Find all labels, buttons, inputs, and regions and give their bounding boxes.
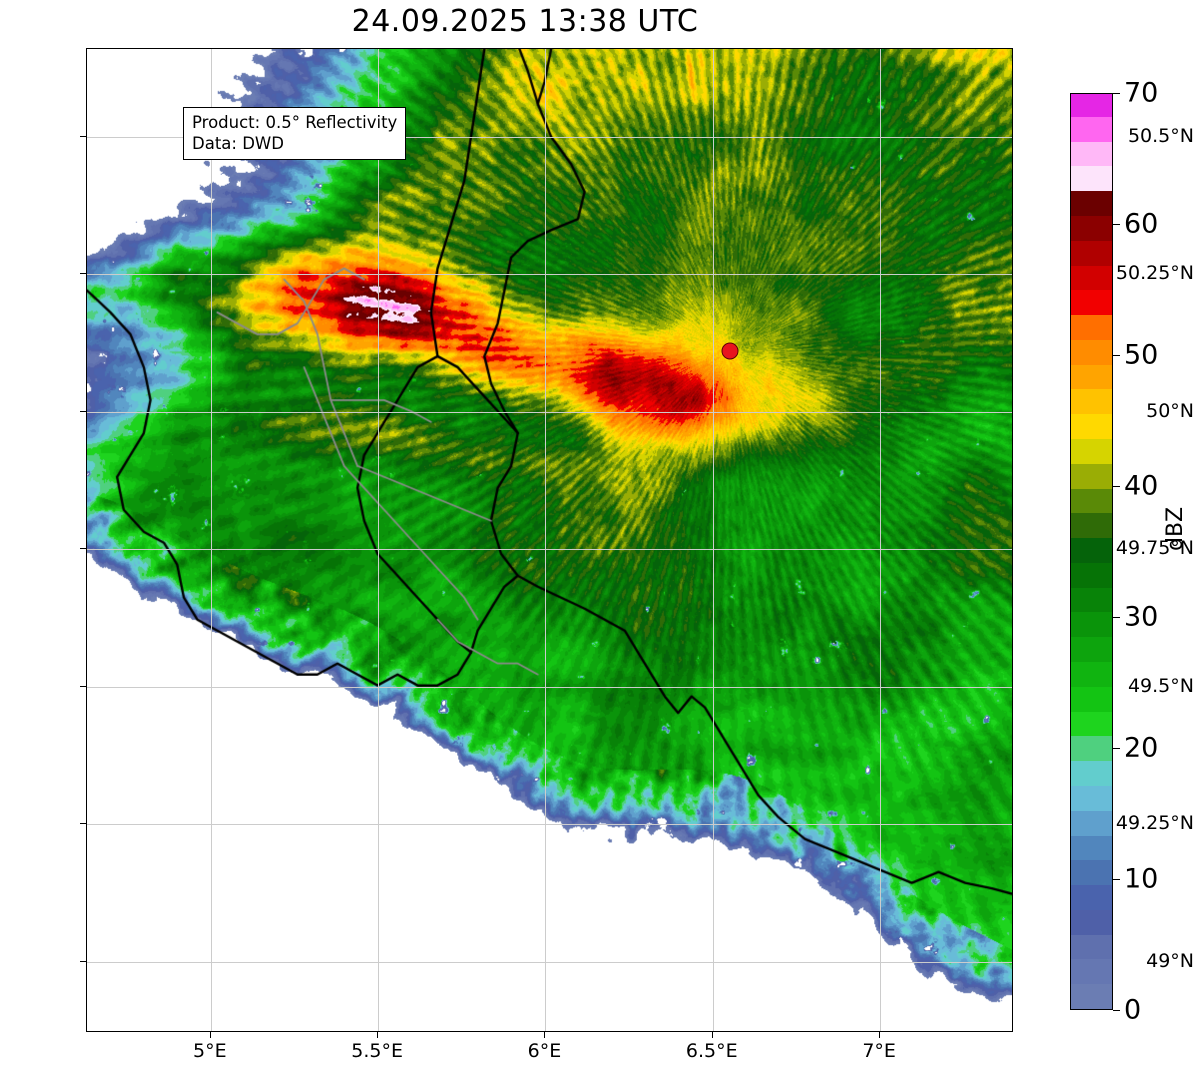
product-info-box: Product: 0.5° Reflectivity Data: DWD	[183, 107, 407, 161]
y-tick-mark	[80, 960, 86, 962]
colorbar	[1070, 93, 1113, 1010]
y-tick-label: 50.25°N	[1115, 262, 1194, 285]
colorbar-band	[1071, 413, 1112, 439]
colorbar-band	[1071, 760, 1112, 786]
colorbar-band	[1071, 165, 1112, 192]
gridline-vertical	[378, 49, 380, 1031]
gridline-horizontal	[87, 686, 1012, 688]
radar-plot-area[interactable]: Product: 0.5° Reflectivity Data: DWD	[86, 48, 1013, 1032]
colorbar-tick-mark	[1113, 617, 1120, 619]
colorbar-band	[1071, 463, 1112, 489]
colorbar-band	[1071, 735, 1112, 762]
page-title: 24.09.2025 13:38 UTC	[351, 4, 699, 39]
radar-site-marker-icon[interactable]	[721, 342, 739, 360]
colorbar-band	[1071, 661, 1112, 687]
colorbar-tick-mark	[1113, 748, 1120, 750]
colorbar-band	[1071, 933, 1112, 960]
x-tick-mark	[544, 1032, 546, 1038]
colorbar-band	[1071, 363, 1112, 390]
colorbar-band	[1071, 884, 1112, 910]
data-source-line: Data: DWD	[192, 134, 284, 154]
y-tick-mark	[80, 410, 86, 412]
x-tick-mark	[879, 1032, 881, 1038]
colorbar-band	[1071, 190, 1112, 216]
y-tick-mark	[80, 548, 86, 550]
colorbar-band	[1071, 94, 1112, 117]
colorbar-tick-label: 30	[1124, 601, 1159, 633]
x-tick-label: 6.5°E	[685, 1040, 738, 1062]
x-tick-label: 6°E	[527, 1040, 562, 1062]
colorbar-band	[1071, 388, 1112, 415]
y-tick-mark	[80, 685, 86, 687]
colorbar-band	[1071, 958, 1112, 985]
gridline-vertical	[210, 49, 212, 1031]
colorbar-band	[1071, 785, 1112, 811]
colorbar-tick-label: 10	[1124, 863, 1159, 895]
gridline-horizontal	[87, 824, 1012, 826]
colorbar-band	[1071, 537, 1112, 563]
colorbar-tick-mark	[1113, 93, 1120, 95]
colorbar-band	[1071, 636, 1112, 663]
y-tick-label: 49.5°N	[1127, 674, 1194, 697]
colorbar-tick-label: 70	[1124, 77, 1159, 109]
colorbar-band	[1071, 834, 1112, 861]
radar-reflectivity-image	[87, 49, 1012, 1031]
colorbar-band	[1071, 909, 1112, 935]
x-tick-label: 5.5°E	[351, 1040, 404, 1062]
colorbar-tick-mark	[1113, 486, 1120, 488]
colorbar-band	[1071, 487, 1112, 514]
gridline-vertical	[545, 49, 547, 1031]
x-tick-mark	[711, 1032, 713, 1038]
x-tick-mark	[377, 1032, 379, 1038]
colorbar-band	[1071, 289, 1112, 316]
product-line: Product: 0.5° Reflectivity	[192, 113, 398, 132]
gridline-vertical	[880, 49, 882, 1031]
y-tick-mark	[80, 273, 86, 275]
gridline-horizontal	[87, 549, 1012, 551]
colorbar-band	[1071, 512, 1112, 539]
colorbar-band	[1071, 215, 1112, 241]
colorbar-title: dBZ	[1163, 506, 1188, 551]
colorbar-band	[1071, 240, 1112, 266]
colorbar-tick-mark	[1113, 355, 1120, 357]
colorbar-band	[1071, 438, 1112, 464]
colorbar-band	[1071, 859, 1112, 886]
gridline-horizontal	[87, 411, 1012, 413]
colorbar-band	[1071, 140, 1112, 167]
gridline-horizontal	[87, 961, 1012, 963]
y-tick-label: 50.5°N	[1127, 124, 1194, 147]
y-tick-mark	[80, 823, 86, 825]
y-tick-label: 49.75°N	[1115, 537, 1194, 560]
colorbar-tick-label: 40	[1124, 470, 1159, 502]
y-tick-label: 49°N	[1146, 949, 1194, 972]
colorbar-band	[1071, 314, 1112, 340]
colorbar-band	[1071, 587, 1112, 613]
colorbar-band	[1071, 810, 1112, 836]
colorbar-tick-label: 50	[1124, 339, 1159, 371]
y-tick-label: 50°N	[1146, 399, 1194, 422]
colorbar-band	[1071, 116, 1112, 142]
x-tick-label: 5°E	[193, 1040, 227, 1062]
colorbar-tick-mark	[1113, 224, 1120, 226]
colorbar-band	[1071, 562, 1112, 588]
colorbar-band	[1071, 710, 1112, 737]
colorbar-band	[1071, 983, 1112, 1009]
colorbar-band	[1071, 264, 1112, 291]
gridline-horizontal	[87, 136, 1012, 138]
colorbar-tick-mark	[1113, 879, 1120, 881]
colorbar-tick-label: 20	[1124, 732, 1159, 764]
gridline-vertical	[712, 49, 714, 1031]
y-tick-label: 49.25°N	[1115, 812, 1194, 835]
colorbar-band	[1071, 339, 1112, 365]
colorbar-tick-label: 60	[1124, 208, 1159, 240]
x-tick-label: 7°E	[862, 1040, 896, 1062]
colorbar-tick-label: 0	[1124, 994, 1142, 1026]
x-tick-mark	[209, 1032, 211, 1038]
gridline-horizontal	[87, 274, 1012, 276]
colorbar-band	[1071, 686, 1112, 712]
y-tick-mark	[80, 135, 86, 137]
colorbar-tick-mark	[1113, 1010, 1120, 1012]
colorbar-band	[1071, 611, 1112, 638]
